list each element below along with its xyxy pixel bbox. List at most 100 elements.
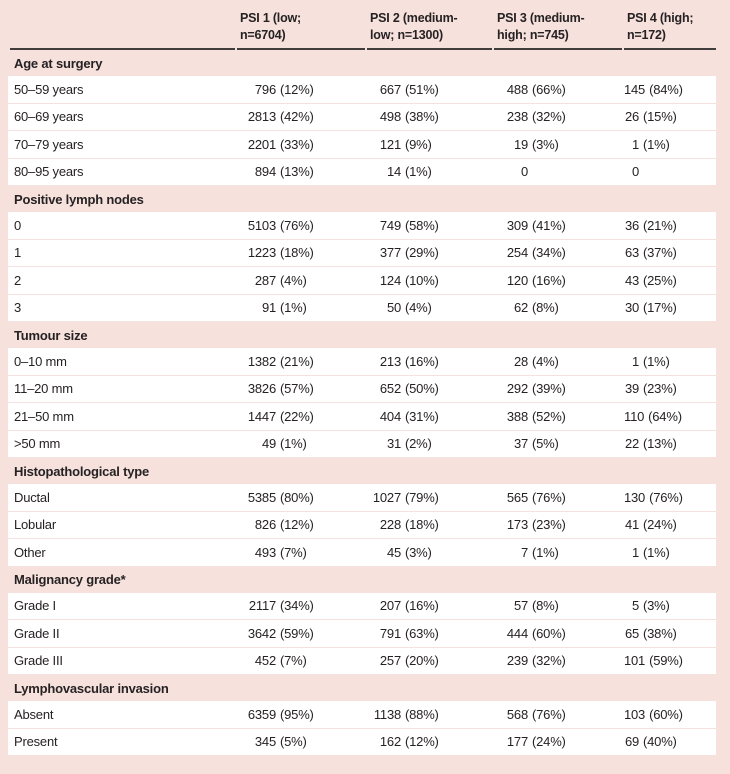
cell-percent: (59%) <box>280 625 314 641</box>
table-row: 21–50 mm 1447 (22%) 404 (31%) 388 (52%) 110 (64%… <box>8 403 716 431</box>
cell-value: 45 (3%) <box>367 545 494 560</box>
cell-count: 488 <box>506 81 528 97</box>
cell-count: 1223 <box>247 245 276 261</box>
cell-value: 173 (23%) <box>494 517 624 532</box>
column-header-psi4: PSI 4 (high; n=172) <box>627 11 694 42</box>
section-row: Positive lymph nodes <box>0 186 730 212</box>
table-header-row: PSI 1 (low; n=6704) PSI 2 (medium- low; n… <box>8 0 716 48</box>
cell-percent: (60%) <box>649 706 683 722</box>
cell-count: 565 <box>506 489 528 505</box>
cell-percent: (52%) <box>532 408 566 424</box>
row-label: 0–10 mm <box>14 353 67 369</box>
cell-value: 238 (32%) <box>494 109 624 124</box>
table-row: Grade III 452 (7%) 257 (20%) 239 (32%) 101 (59%) <box>8 647 716 675</box>
cell-value: 69 (40%) <box>624 734 716 749</box>
cell-percent: (16%) <box>532 272 566 288</box>
cell-percent: (12%) <box>280 517 314 533</box>
cell-percent: (5%) <box>532 436 559 452</box>
cell-count: 121 <box>379 136 401 152</box>
section-title: Tumour size <box>14 327 88 343</box>
cell-value: 309 (41%) <box>494 218 624 233</box>
cell-percent: (12%) <box>405 734 439 750</box>
cell-value: 2813 (42%) <box>237 109 367 124</box>
cell-percent: (18%) <box>280 245 314 261</box>
table-row: Grade II 3642 (59%) 791 (63%) 444 (60%) 65 (38%) <box>8 620 716 648</box>
cell-count: 309 <box>506 217 528 233</box>
cell-value: 345 (5%) <box>237 734 367 749</box>
cell-value: 5103 (76%) <box>237 218 367 233</box>
row-label: >50 mm <box>14 436 61 452</box>
cell-count: 50 <box>386 300 401 316</box>
cell-value: 162 (12%) <box>367 734 494 749</box>
cell-count: 41 <box>624 517 639 533</box>
cell-value: 2117 (34%) <box>237 598 367 613</box>
row-label: Present <box>14 734 58 750</box>
table-row: >50 mm 49 (1%) 31 (2%) 37 (5%) 22 (13%) <box>8 430 716 458</box>
section-title: Positive lymph nodes <box>14 191 144 207</box>
cell-value: 19 (3%) <box>494 137 624 152</box>
cell-percent: (16%) <box>405 598 439 614</box>
cell-count: 894 <box>254 164 276 180</box>
row-label: Absent <box>14 706 54 722</box>
cell-value: 652 (50%) <box>367 381 494 396</box>
cell-value: 43 (25%) <box>624 273 716 288</box>
cell-count: 28 <box>513 353 528 369</box>
cell-percent: (29%) <box>405 245 439 261</box>
cell-percent: (64%) <box>648 408 682 424</box>
row-label: Grade III <box>14 653 63 669</box>
cell-count: 5 <box>631 598 639 614</box>
cell-percent: (51%) <box>405 81 439 97</box>
cell-count: 213 <box>379 353 401 369</box>
cell-count: 1 <box>631 353 639 369</box>
cell-value: 488 (66%) <box>494 82 624 97</box>
cell-count: 568 <box>506 706 528 722</box>
column-header-psi2: PSI 2 (medium- low; n=1300) <box>370 11 458 42</box>
cell-percent: (17%) <box>643 300 677 316</box>
section-title: Age at surgery <box>14 55 103 71</box>
cell-percent: (59%) <box>649 653 683 669</box>
cell-percent: (57%) <box>280 381 314 397</box>
cell-percent: (24%) <box>643 517 677 533</box>
table-row: 1 1223 (18%) 377 (29%) 254 (34%) 63 (37%) <box>8 239 716 267</box>
cell-value: 791 (63%) <box>367 626 494 641</box>
table-row: Grade I 2117 (34%) 207 (16%) 57 (8%) 5 (3%) <box>8 592 716 620</box>
cell-count: 667 <box>379 81 401 97</box>
cell-count: 1 <box>631 136 639 152</box>
cell-count: 91 <box>261 300 276 316</box>
header-rule <box>8 48 716 50</box>
cell-value: 177 (24%) <box>494 734 624 749</box>
cell-value: 57 (8%) <box>494 598 624 613</box>
cell-value: 388 (52%) <box>494 409 624 424</box>
cell-percent: (80%) <box>280 489 314 505</box>
table-row: 50–59 years 796 (12%) 667 (51%) 488 (66%) 145 (8… <box>8 76 716 104</box>
cell-value: 228 (18%) <box>367 517 494 532</box>
table-row: 0–10 mm 1382 (21%) 213 (16%) 28 (4%) 1 (1%) <box>8 348 716 376</box>
cell-value: 62 (8%) <box>494 300 624 315</box>
cell-percent: (25%) <box>643 272 677 288</box>
cell-percent: (3%) <box>643 598 670 614</box>
cell-percent: (41%) <box>532 217 566 233</box>
cell-value: 36 (21%) <box>624 218 716 233</box>
cell-count: 5103 <box>247 217 276 233</box>
header-rule-segment <box>237 48 365 50</box>
row-label: 3 <box>14 300 22 316</box>
cell-count: 26 <box>624 109 639 125</box>
cell-percent: (76%) <box>280 217 314 233</box>
cell-percent: (4%) <box>280 272 307 288</box>
cell-count: 404 <box>379 408 401 424</box>
row-label: 11–20 mm <box>14 381 73 397</box>
cell-percent: (1%) <box>280 300 307 316</box>
cell-percent: (8%) <box>532 598 559 614</box>
cell-percent: (1%) <box>643 544 670 560</box>
cell-count: 162 <box>379 734 401 750</box>
cell-count: 228 <box>379 517 401 533</box>
cell-count: 377 <box>379 245 401 261</box>
cell-count: 0 <box>631 164 639 180</box>
row-label: Grade I <box>14 598 56 614</box>
cell-value: 0 <box>624 164 716 179</box>
cell-value: 101 (59%) <box>624 653 716 668</box>
cell-value: 1 (1%) <box>624 137 716 152</box>
cell-count: 5385 <box>247 489 276 505</box>
cell-value: 377 (29%) <box>367 245 494 260</box>
section-row: Lymphovascular invasion <box>0 675 730 701</box>
